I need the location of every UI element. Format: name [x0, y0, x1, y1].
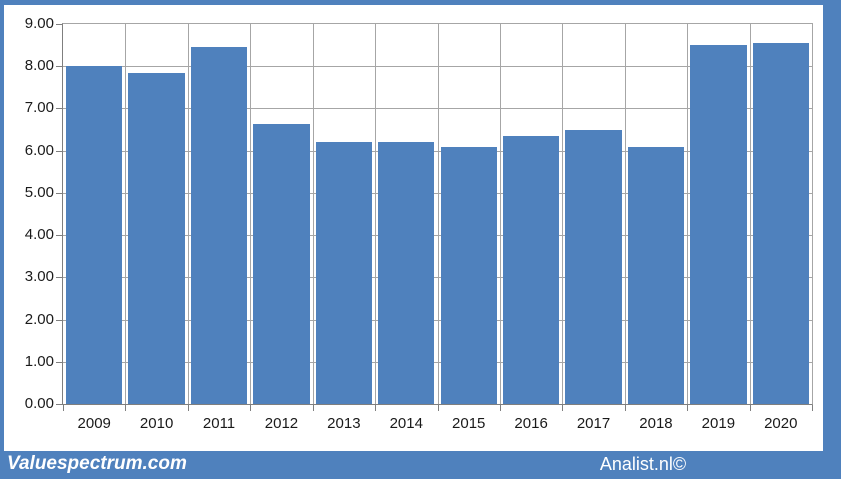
x-tick — [812, 405, 813, 411]
y-axis-label: 5.00 — [24, 183, 54, 201]
x-axis-label: 2014 — [389, 415, 423, 432]
x-tick — [624, 405, 626, 411]
x-axis-label: 2009 — [77, 415, 111, 432]
valuespectrum-watermark: Valuespectrum.com — [7, 453, 187, 474]
v-gridline — [687, 24, 689, 404]
x-tick — [687, 405, 689, 411]
x-axis-label: 2016 — [514, 415, 548, 432]
y-tick — [56, 235, 63, 237]
y-axis-label: 2.00 — [24, 310, 54, 328]
x-tick — [437, 405, 439, 411]
x-tick — [375, 405, 377, 411]
y-tick — [56, 24, 63, 25]
bar-2018 — [627, 147, 685, 404]
bar-2013 — [315, 141, 373, 404]
y-axis-label: 4.00 — [24, 226, 54, 244]
bar-2009 — [66, 66, 123, 404]
y-tick — [56, 277, 63, 279]
y-tick — [56, 361, 63, 363]
x-axis-label: 2010 — [139, 415, 174, 432]
x-axis-label: 2020 — [764, 415, 798, 432]
v-gridline — [312, 24, 314, 404]
bar-2012 — [253, 124, 310, 404]
y-tick — [56, 319, 63, 321]
bar-2016 — [502, 135, 560, 404]
x-tick — [312, 405, 314, 411]
y-tick — [56, 192, 63, 194]
v-gridline — [187, 24, 189, 404]
bar-2017 — [565, 129, 622, 404]
bar-2014 — [378, 141, 435, 404]
bar-2019 — [690, 44, 747, 404]
bar-2020 — [752, 43, 809, 404]
x-axis-label: 2017 — [576, 415, 611, 432]
x-axis-label: 2013 — [327, 415, 361, 432]
y-axis-label: 0.00 — [24, 395, 54, 412]
x-tick — [250, 405, 252, 411]
x-tick — [749, 405, 751, 411]
v-gridline — [125, 24, 127, 404]
y-axis-label: 1.00 — [24, 352, 54, 370]
plot-area — [62, 23, 813, 405]
y-axis-label: 3.00 — [24, 268, 54, 286]
v-gridline — [375, 24, 377, 404]
x-tick — [187, 405, 189, 411]
v-gridline — [250, 24, 252, 404]
x-axis-label: 2012 — [264, 415, 299, 432]
v-gridline — [749, 24, 751, 404]
bar-2010 — [128, 72, 185, 404]
v-gridline — [624, 24, 626, 404]
y-tick — [56, 108, 63, 110]
bar-2015 — [440, 147, 497, 404]
x-axis-label: 2019 — [701, 415, 736, 432]
y-axis-label: 7.00 — [24, 99, 54, 117]
y-axis-label: 9.00 — [24, 15, 54, 32]
v-gridline — [437, 24, 439, 404]
y-tick — [56, 66, 63, 68]
x-axis-label: 2018 — [639, 415, 673, 432]
bar-2011 — [190, 47, 248, 404]
y-tick — [56, 150, 63, 152]
analist-watermark: Analist.nl© — [599, 454, 687, 474]
x-tick — [125, 405, 127, 411]
y-tick — [56, 404, 63, 405]
x-tick — [63, 405, 64, 411]
x-axis-label: 2011 — [202, 415, 236, 432]
x-axis-label: 2015 — [452, 415, 486, 432]
x-tick — [562, 405, 564, 411]
y-axis-label: 6.00 — [24, 141, 54, 159]
v-gridline — [499, 24, 501, 404]
y-axis-label: 8.00 — [24, 57, 54, 75]
x-tick — [499, 405, 501, 411]
v-gridline — [562, 24, 564, 404]
footer-banner: Valuespectrum.com Analist.nl© — [0, 451, 841, 479]
